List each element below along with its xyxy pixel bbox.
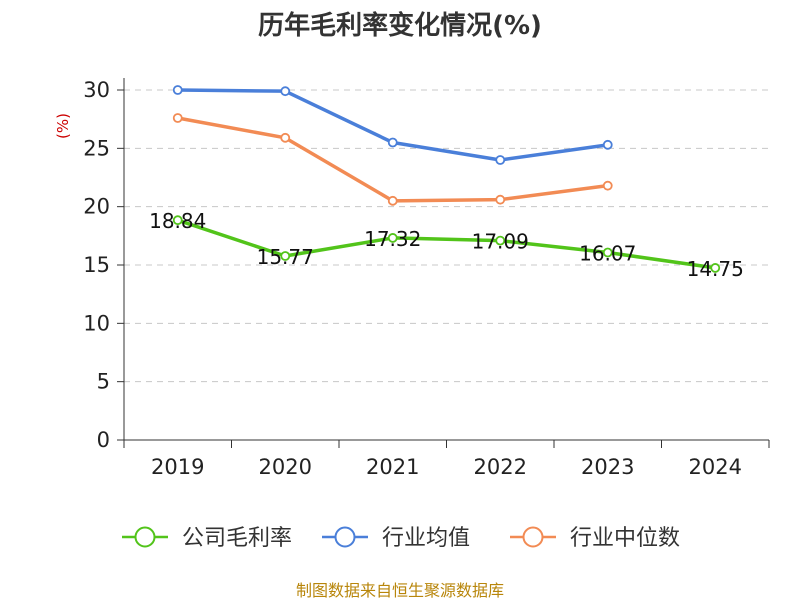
legend-label: 行业均值 <box>382 526 470 551</box>
x-tick-label: 2022 <box>474 455 527 479</box>
data-point <box>602 139 613 150</box>
series-line <box>176 218 717 270</box>
x-tick-label: 2021 <box>366 455 419 479</box>
data-point <box>495 194 506 205</box>
data-point <box>602 180 613 191</box>
data-point <box>495 235 506 246</box>
x-tick-label: 2020 <box>259 455 312 479</box>
axes: 0 5 10 15 20 25 30 2019 2020 2021 2022 2023 2024 <box>83 78 770 479</box>
x-tick-label: 2023 <box>581 455 634 479</box>
legend-marker <box>334 526 356 548</box>
data-point <box>280 86 291 97</box>
data-point <box>172 113 183 123</box>
legend-label: 公司毛利率 <box>182 526 292 551</box>
y-tick-label: 20 <box>83 195 110 219</box>
legend: 公司毛利率 行业均值 行业中位数 <box>122 526 680 551</box>
data-label: 14.75 <box>687 257 744 281</box>
series-line <box>176 116 610 203</box>
data-point <box>602 247 613 258</box>
x-tick-label: 2024 <box>689 455 742 479</box>
y-tick-label: 5 <box>97 370 110 394</box>
y-axis-label: (%) <box>54 113 72 139</box>
x-tick-label: 2019 <box>151 455 204 479</box>
data-point <box>280 251 291 261</box>
data-label: 18.84 <box>149 209 206 233</box>
data-point <box>710 263 721 273</box>
data-point <box>387 137 398 148</box>
legend-marker <box>134 526 156 548</box>
y-tick-label: 15 <box>83 253 110 277</box>
data-label: 17.09 <box>472 230 529 254</box>
data-point <box>172 85 183 95</box>
data-point <box>280 132 291 143</box>
data-label: 15.77 <box>257 245 314 269</box>
data-point <box>495 155 506 165</box>
data-label: 17.32 <box>364 227 421 251</box>
series-line <box>176 88 610 162</box>
legend-label: 行业中位数 <box>570 526 680 551</box>
chart-title: 历年毛利率变化情况(%) <box>258 10 542 41</box>
legend-marker <box>522 526 544 548</box>
y-tick-label: 30 <box>83 78 110 102</box>
data-label: 16.07 <box>579 242 636 266</box>
data-point <box>172 215 183 226</box>
y-tick-label: 0 <box>97 428 110 452</box>
y-tick-label: 10 <box>83 311 110 335</box>
series-layer: 18.84 15.77 17.32 17.09 16.07 14.75 <box>149 85 744 281</box>
data-point <box>387 195 398 206</box>
data-point <box>387 233 398 243</box>
grid-lines <box>124 89 769 383</box>
source-note: 制图数据来自恒生聚源数据库 <box>296 581 504 600</box>
y-tick-label: 25 <box>83 136 110 160</box>
